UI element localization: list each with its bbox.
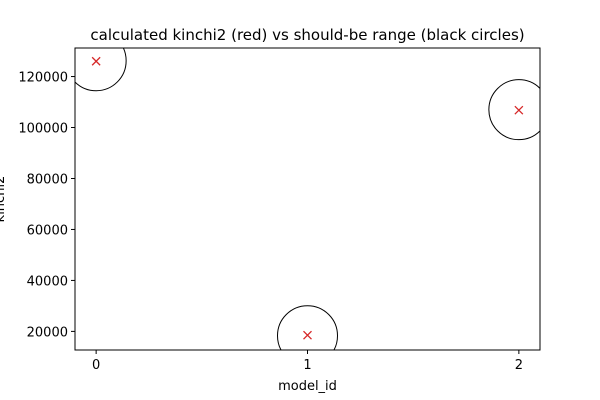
y-tick-label: 40000 [27, 274, 68, 289]
range-circle-marker [75, 48, 127, 92]
chart-title: calculated kinchi2 (red) vs should-be ra… [90, 26, 524, 44]
kinchi2-x-marker [303, 330, 312, 340]
x-tick-label: 2 [515, 358, 523, 373]
y-tick-label: 60000 [27, 223, 68, 238]
plot-area [75, 48, 540, 350]
x-tick-label: 1 [303, 358, 311, 373]
y-tick-label: 120000 [18, 71, 68, 86]
x-marker-stroke [91, 56, 101, 66]
y-tick-label: 80000 [27, 172, 68, 187]
y-tick-label: 100000 [18, 122, 68, 137]
y-axis: 20000 40000 60000 80000 100000 120000 [18, 71, 75, 340]
x-axis: 0 1 2 [92, 350, 523, 373]
y-tick-label: 20000 [27, 325, 68, 340]
y-axis-label: kinchi2 [0, 176, 8, 223]
x-tick-label: 0 [92, 358, 100, 373]
x-marker-stroke [303, 330, 312, 340]
kinchi2-x-marker [91, 56, 101, 66]
range-circle-marker [277, 305, 338, 350]
plot-frame [74, 47, 541, 351]
x-axis-label: model_id [278, 379, 337, 394]
range-circle-marker [488, 79, 540, 141]
kinchi2-x-marker [514, 105, 524, 115]
x-marker-stroke [514, 105, 524, 115]
